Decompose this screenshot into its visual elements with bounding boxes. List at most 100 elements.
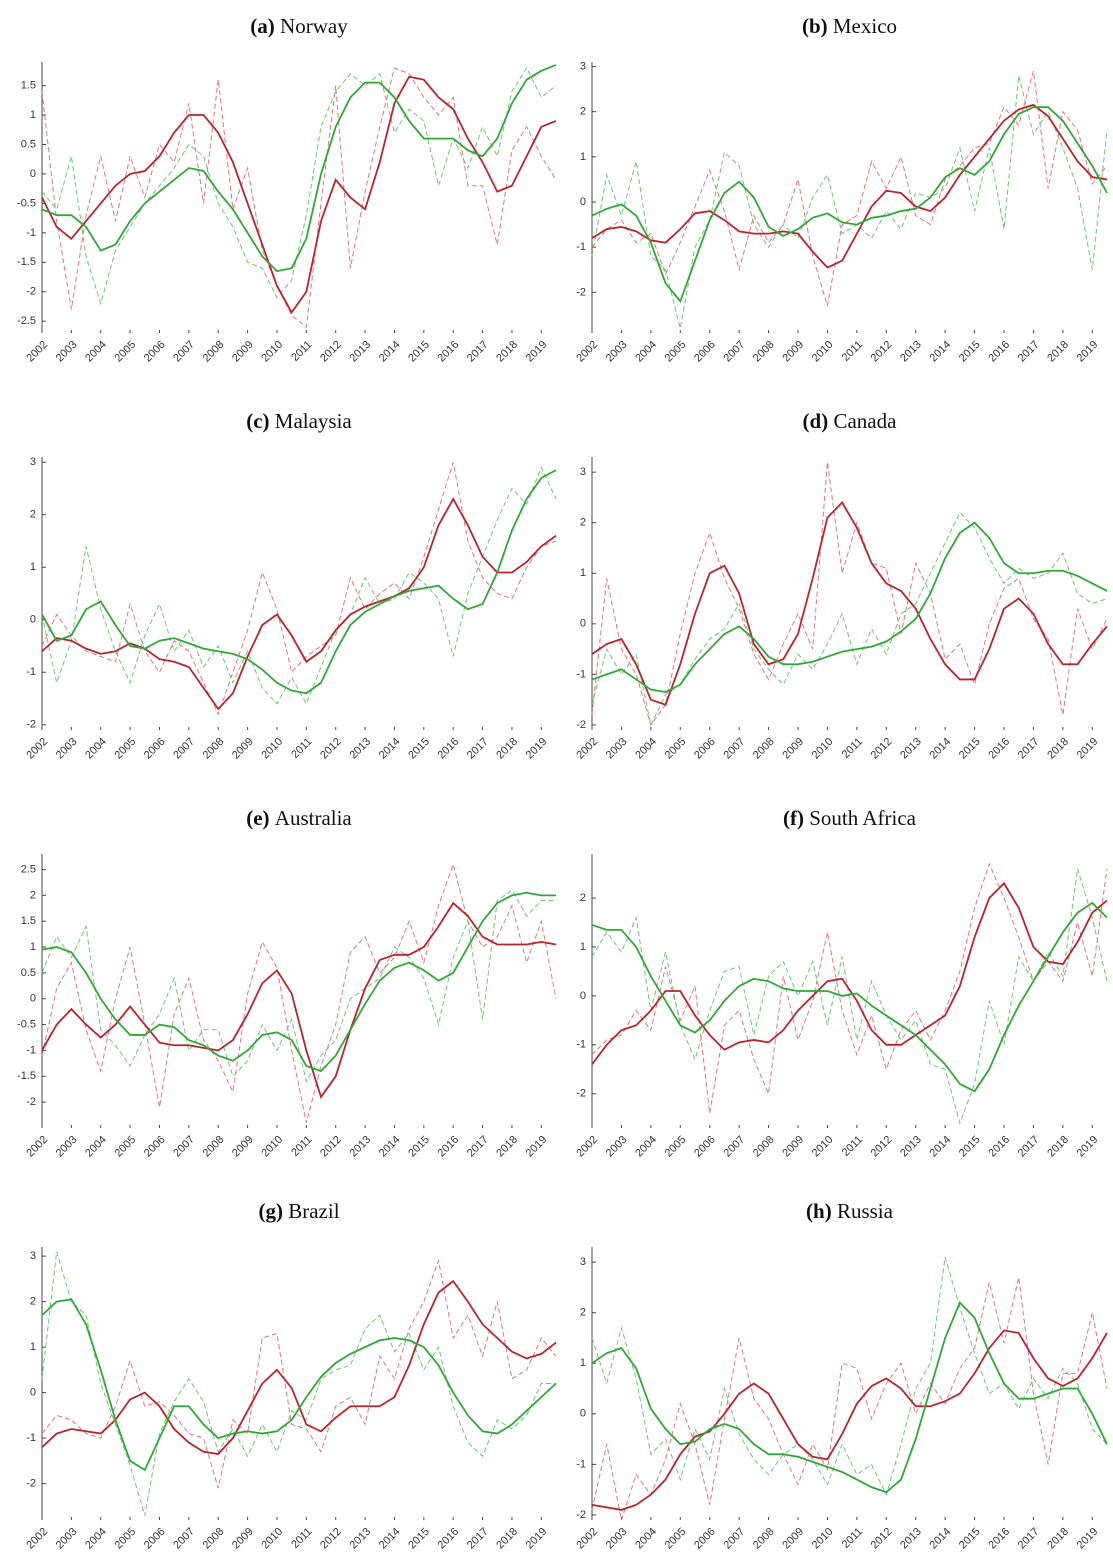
x-tick-label: 2011 bbox=[289, 1134, 314, 1159]
x-tick-label: 2003 bbox=[54, 736, 80, 762]
panel-name: Brazil bbox=[288, 1199, 339, 1223]
dashed-line bbox=[41, 462, 557, 716]
panel-name: Russia bbox=[837, 1199, 894, 1223]
x-tick-label: 2016 bbox=[986, 736, 1012, 762]
x-tick-label: 2005 bbox=[112, 1526, 138, 1552]
x-tick-label: 2015 bbox=[957, 736, 983, 762]
y-tick-label: -2 bbox=[576, 1088, 586, 1100]
y-tick-label: 2 bbox=[30, 509, 36, 521]
x-tick-label: 2014 bbox=[928, 736, 954, 762]
x-tick-label: 2019 bbox=[1075, 736, 1101, 762]
x-tick-label: 2015 bbox=[406, 1526, 432, 1552]
panel-name: Australia bbox=[275, 806, 353, 830]
y-tick-label: 3 bbox=[30, 1250, 36, 1262]
solid-line bbox=[41, 469, 557, 695]
x-tick-label: 2006 bbox=[692, 1134, 718, 1160]
x-tick-label: 2004 bbox=[633, 736, 659, 762]
x-tick-label: 2006 bbox=[142, 339, 168, 365]
solid-line bbox=[41, 75, 557, 315]
x-tick-label: 2015 bbox=[957, 1526, 983, 1552]
x-tick-label: 2002 bbox=[574, 736, 600, 762]
panel-label: (h) bbox=[806, 1199, 832, 1223]
y-tick-label: 0 bbox=[30, 1387, 36, 1399]
x-tick-label: 2017 bbox=[465, 1134, 491, 1160]
x-tick-label: 2004 bbox=[83, 1134, 109, 1160]
x-tick-label: 2016 bbox=[986, 1134, 1012, 1160]
x-tick-label: 2016 bbox=[436, 1526, 462, 1552]
x-tick-label: 2004 bbox=[83, 339, 109, 365]
dashed-line bbox=[591, 70, 1108, 307]
x-tick-label: 2015 bbox=[957, 339, 983, 365]
x-tick-label: 2018 bbox=[494, 736, 520, 762]
y-tick-label: 2 bbox=[580, 106, 586, 118]
panel-title: (f) South Africa bbox=[783, 806, 917, 830]
x-tick-label: 2012 bbox=[318, 736, 344, 762]
y-tick-label: 3 bbox=[30, 456, 36, 468]
x-tick-label: 2005 bbox=[112, 736, 138, 762]
x-tick-label: 2005 bbox=[112, 339, 138, 365]
y-tick-label: -2 bbox=[576, 719, 586, 731]
x-tick-label: 2002 bbox=[574, 1526, 600, 1552]
y-tick-label: -1 bbox=[26, 1432, 36, 1444]
x-tick-label: 2008 bbox=[201, 339, 227, 365]
x-tick-label: 2009 bbox=[230, 736, 256, 762]
y-tick-label: 0 bbox=[30, 168, 36, 180]
y-tick-label: -1 bbox=[576, 1039, 586, 1051]
y-tick-label: -2 bbox=[26, 1096, 36, 1108]
dashed-line bbox=[591, 868, 1108, 1125]
x-tick-label: 2018 bbox=[1045, 1526, 1071, 1552]
y-tick-label: 2 bbox=[30, 889, 36, 901]
solid-line bbox=[41, 497, 557, 711]
y-tick-label: 1.5 bbox=[21, 79, 36, 91]
solid-line bbox=[41, 891, 556, 1073]
y-tick-label: 0.5 bbox=[21, 967, 36, 979]
x-tick-label: 2010 bbox=[810, 736, 836, 762]
x-tick-label: 2010 bbox=[259, 736, 285, 762]
panel-name: Norway bbox=[280, 14, 348, 38]
x-tick-label: 2009 bbox=[230, 1526, 256, 1552]
x-tick-label: 2014 bbox=[928, 339, 954, 365]
x-tick-label: 2006 bbox=[142, 736, 168, 762]
x-tick-label: 2018 bbox=[1045, 339, 1071, 365]
y-tick-label: 1 bbox=[580, 1357, 586, 1369]
x-tick-label: 2005 bbox=[112, 1134, 138, 1160]
x-tick-label: 2016 bbox=[986, 1526, 1012, 1552]
x-tick-label: 2008 bbox=[201, 736, 227, 762]
y-tick-label: -0.5 bbox=[17, 197, 36, 209]
x-tick-label: 2012 bbox=[869, 736, 895, 762]
x-tick-label: 2011 bbox=[840, 736, 865, 761]
x-tick-label: 2004 bbox=[83, 736, 109, 762]
y-tick-label: -1.5 bbox=[17, 256, 36, 268]
x-tick-label: 2019 bbox=[524, 339, 550, 365]
x-tick-label: 2003 bbox=[54, 1134, 80, 1160]
x-tick-label: 2010 bbox=[259, 1526, 285, 1552]
y-tick-label: 2 bbox=[580, 517, 586, 529]
x-tick-label: 2019 bbox=[524, 1134, 550, 1160]
x-tick-label: 2002 bbox=[24, 1134, 50, 1160]
solid-line bbox=[591, 103, 1108, 269]
y-tick-label: 2 bbox=[580, 1307, 586, 1319]
x-tick-label: 2017 bbox=[465, 1526, 491, 1552]
y-tick-label: 2 bbox=[580, 892, 586, 904]
x-tick-label: 2019 bbox=[1075, 339, 1101, 365]
panel: (e) Australia -2 -1.5 -1 -0.5 0 0.5 1 1.5 2 2.5 200… bbox=[17, 806, 557, 1160]
x-tick-label: 2007 bbox=[722, 736, 748, 762]
x-tick-label: 2019 bbox=[1075, 1526, 1101, 1552]
x-tick-label: 2007 bbox=[722, 1134, 748, 1160]
dashed-line bbox=[41, 1251, 556, 1516]
panel-label: (a) bbox=[250, 14, 275, 38]
dashed-line bbox=[41, 66, 557, 306]
y-tick-label: 1.5 bbox=[21, 915, 36, 927]
panel-label: (c) bbox=[246, 409, 269, 433]
x-tick-label: 2012 bbox=[318, 1526, 344, 1552]
solid-line bbox=[591, 1301, 1108, 1494]
x-tick-label: 2018 bbox=[1045, 1134, 1071, 1160]
y-tick-label: 1 bbox=[30, 561, 36, 573]
dashed-line bbox=[41, 466, 557, 705]
x-tick-label: 2012 bbox=[318, 1134, 344, 1160]
x-tick-label: 2008 bbox=[201, 1134, 227, 1160]
x-tick-label: 2016 bbox=[986, 339, 1012, 365]
x-tick-label: 2007 bbox=[171, 1134, 197, 1160]
